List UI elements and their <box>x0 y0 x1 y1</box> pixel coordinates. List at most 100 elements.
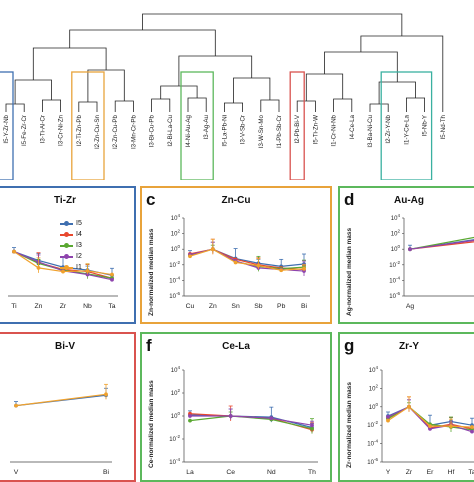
dendro-link <box>69 29 216 56</box>
data-point-I1 <box>104 392 108 397</box>
y-tick-label: 10-6 <box>389 291 400 300</box>
panel-zn-cu-plot: 10-6 10-4 10-2 100 102 104 Cu Zn Sn Sb Pb Bi <box>169 213 310 310</box>
data-point-I2 <box>310 423 314 428</box>
y-tick-label: 104 <box>171 365 181 374</box>
data-point-I1 <box>85 268 90 273</box>
data-point-I1 <box>407 404 411 409</box>
legend-label: I5 <box>76 220 82 227</box>
dendro-leaf-label: I2-Zn-Cu-Sn <box>94 114 101 149</box>
data-point-I1 <box>14 403 18 408</box>
data-point-I1 <box>110 272 114 277</box>
panel-ce-la-title: Ce-La <box>222 341 250 352</box>
dendro-link <box>324 51 398 82</box>
legend: I5 I4 I3 I2 I1 <box>60 218 82 273</box>
data-point-I3 <box>188 418 192 423</box>
dendro-leaf-label: I1-Cr-Ni-Nb <box>331 114 338 146</box>
dendro-link <box>233 77 271 103</box>
x-tick-label: Th <box>308 469 316 476</box>
panel-zn-cu-title: Zn-Cu <box>221 195 251 206</box>
panel-ce-la: 10-4 10-2 100 102 104 La Ce Nd Th f Ce-La Ce-nor… <box>140 332 332 482</box>
y-tick-label: 104 <box>171 213 181 222</box>
panel-zn-cu-ylabel: Zn-normalized median mass <box>148 228 155 316</box>
data-point-I2 <box>85 272 90 277</box>
data-point-I3 <box>310 426 314 431</box>
data-point-I1 <box>470 425 474 429</box>
x-tick-label: Ti <box>11 303 17 310</box>
legend-label: I4 <box>76 231 82 238</box>
x-tick-label: Ag <box>406 303 415 310</box>
dendro-leaf-label: I2-Zn-Cu-Pb <box>112 114 119 149</box>
dendro-link <box>305 73 344 101</box>
y-tick-label: 104 <box>369 365 379 374</box>
dendro-leaf-label: I3-Ti-Al-Cr <box>39 115 46 143</box>
dendro-link <box>187 97 207 112</box>
dendro-link <box>42 99 61 112</box>
dendro-leaf-label: I3-W-Sn-Mo <box>258 114 265 148</box>
panel-au-ag-title: Au-Ag <box>394 195 424 206</box>
data-point-I1 <box>188 254 192 259</box>
dendro-leaf-label: I3-Bi-Cu-Pb <box>149 114 156 147</box>
dendro-link <box>360 35 444 96</box>
data-point-I2 <box>428 426 432 431</box>
data-point-I1 <box>302 266 306 271</box>
legend-swatch <box>60 231 73 237</box>
data-point-I1 <box>256 263 261 268</box>
dendro-leaf-label: I3-V-Sb-Cr <box>240 115 247 144</box>
dendro-link <box>333 98 353 112</box>
x-tick-label: Cu <box>186 303 195 310</box>
panel-zn-cu-letter: c <box>146 190 156 209</box>
panel-zn-cu: 10-6 10-4 10-2 100 102 104 Cu Zn Sn Sb Pb Bi c Zn-C… <box>140 186 332 324</box>
y-tick-label: 10-2 <box>169 260 180 269</box>
data-point-I1 <box>36 265 41 270</box>
data-point-I1 <box>12 249 16 254</box>
series-line-I2 <box>190 415 313 426</box>
data-point-I1 <box>233 260 238 265</box>
panel-bi-v-plot: V Bi <box>10 383 112 476</box>
data-point-I2 <box>228 414 233 418</box>
dendro-link <box>224 102 243 112</box>
legend-label: I2 <box>76 253 82 260</box>
y-tick-label: 104 <box>391 213 401 222</box>
dendro-leaf-label: I5-Nb-Y <box>422 115 429 136</box>
series-line-I1 <box>15 393 107 407</box>
y-tick-label: 102 <box>369 383 379 392</box>
dendro-leaf-label: I5-La-Pb-Ni <box>221 115 228 147</box>
dendro-link <box>5 103 25 112</box>
y-tick-label: 100 <box>391 244 401 253</box>
x-tick-label: Zr <box>406 469 413 476</box>
dendro-link <box>151 98 171 112</box>
dendro-leaf-label: I5-Fe-Zr-Cr <box>21 115 28 146</box>
y-tick-label: 100 <box>369 402 379 411</box>
data-point-I2 <box>408 247 412 252</box>
legend-entry-I1: I1 <box>60 262 82 273</box>
x-tick-label: Zn <box>35 303 43 310</box>
panel-bi-v-title: Bi-V <box>55 341 75 352</box>
dendro-link <box>114 100 134 112</box>
dendro-leaf-label: I3-Cr-Ni-Zn <box>58 114 65 145</box>
data-point-I1 <box>279 268 284 273</box>
x-tick-label: Er <box>427 469 435 476</box>
series-line-I4 <box>189 248 305 271</box>
x-tick-label: Ta <box>468 469 474 476</box>
x-tick-label: Zr <box>60 303 67 310</box>
dendro-link <box>260 99 280 112</box>
legend-label: I3 <box>76 242 82 249</box>
dendro-leaf-label: I3-Ba-Ni-Cu <box>367 114 374 147</box>
panel-zr-y-plot: 10-6 10-4 10-2 100 102 104 Y Zr Er Hf Ta <box>367 365 474 476</box>
x-tick-label: Nd <box>267 469 276 476</box>
y-tick-label: 10-4 <box>389 275 400 284</box>
dendro-leaf-label: I3-Mn-Cr-Pb <box>130 114 137 149</box>
data-point-I1 <box>449 424 453 429</box>
x-tick-label: Y <box>386 469 391 476</box>
panel-au-ag-plot: 10-610-410-2100102104AgA <box>389 213 474 310</box>
legend-entry-I5: I5 <box>60 218 82 229</box>
dendro-link <box>406 97 425 112</box>
legend-swatch <box>60 220 73 226</box>
dendro-link <box>32 47 107 80</box>
panel-ce-la-letter: f <box>146 336 152 355</box>
dendro-leaf-label: I2-Ti-Zn-Pb <box>76 114 83 146</box>
dendro-leaf-label: I2-Pb-Bi-V <box>294 114 301 143</box>
dendro-link <box>369 103 389 112</box>
x-tick-label: V <box>14 469 19 476</box>
panel-zr-y-title: Zr-Y <box>399 341 419 352</box>
